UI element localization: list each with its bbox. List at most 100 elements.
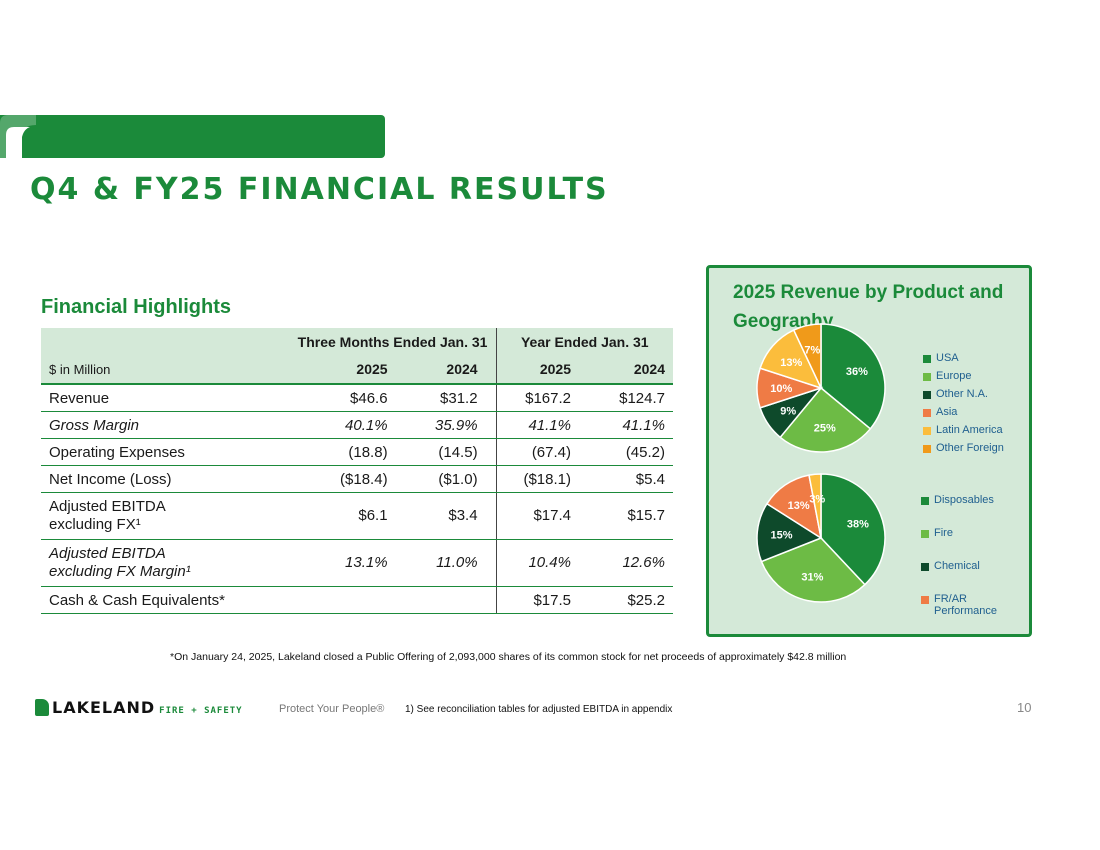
- legend-label: USA: [936, 352, 959, 364]
- legend-label: Other N.A.: [936, 388, 988, 400]
- table-cell: 41.1%: [579, 411, 673, 439]
- legend-swatch: [923, 391, 931, 399]
- table-cell: $15.7: [579, 492, 673, 540]
- row-label: Net Income (Loss): [41, 465, 290, 493]
- pie-slice-label: 9%: [780, 405, 796, 417]
- legend-entry: Disposables: [921, 494, 1004, 506]
- table-cell: $6.1: [289, 492, 396, 540]
- tagline: Protect Your People®: [279, 703, 385, 715]
- pie-slice-label: 31%: [801, 572, 823, 584]
- table-cell: [289, 586, 396, 614]
- table-cell: 40.1%: [289, 411, 396, 439]
- pie-slice-label: 13%: [780, 357, 802, 369]
- table-row: Adjusted EBITDA excluding FX¹ $6.1 $3.4 …: [41, 492, 673, 540]
- row-label-line: excluding FX Margin¹: [49, 563, 191, 580]
- group-header-year: Year Ended Jan. 31: [495, 328, 673, 355]
- row-label-line: Adjusted EBITDA: [49, 498, 166, 515]
- legend-label: Other Foreign: [936, 442, 1004, 454]
- legend-swatch: [923, 373, 931, 381]
- legend-swatch: [921, 596, 929, 604]
- legend-swatch: [923, 355, 931, 363]
- table-cell: $17.4: [495, 492, 579, 540]
- legend-swatch: [921, 563, 929, 571]
- legend-label: Chemical: [934, 560, 980, 572]
- table-row: Operating Expenses (18.8) (14.5) (67.4) …: [41, 438, 673, 466]
- legend-swatch: [923, 445, 931, 453]
- row-label-line: excluding FX¹: [49, 516, 141, 533]
- pie-slice-label: 38%: [847, 518, 869, 530]
- legend-label: FR/AR Performance: [934, 593, 997, 617]
- table-cell: 35.9%: [395, 411, 497, 439]
- table-cell: (18.8): [289, 438, 396, 466]
- legend-entry: Latin America: [923, 424, 1004, 436]
- pie-slice: [779, 386, 872, 453]
- table-cell: $3.4: [395, 492, 497, 540]
- table-cell: $167.2: [495, 384, 579, 412]
- slide-title: Q4 & FY25 FINANCIAL RESULTS: [30, 172, 609, 207]
- row-label: Adjusted EBITDA excluding FX¹: [41, 492, 290, 540]
- year-header: 2024: [579, 355, 673, 385]
- row-label: Cash & Cash Equivalents*: [41, 586, 290, 614]
- legend-label: Disposables: [934, 494, 994, 506]
- header-accent-bar: [0, 115, 385, 158]
- legend-label: Fire: [934, 527, 953, 539]
- legend-entry: Asia: [923, 406, 1004, 418]
- table-cell: $25.2: [579, 586, 673, 614]
- pie-slice-label: 36%: [846, 366, 868, 378]
- table-cell: 41.1%: [495, 411, 579, 439]
- table-cell: 10.4%: [495, 539, 579, 587]
- row-label: Operating Expenses: [41, 438, 290, 466]
- year-header: 2025: [495, 355, 579, 385]
- reconciliation-note: 1) See reconciliation tables for adjuste…: [405, 704, 673, 715]
- group-header-three-months: Three Months Ended Jan. 31: [289, 328, 497, 355]
- legend-entry: Europe: [923, 370, 1004, 382]
- table-cell: ($18.1): [495, 465, 579, 493]
- leaf-notch-icon: [0, 115, 36, 158]
- legend-swatch: [921, 530, 929, 538]
- table-row: Gross Margin 40.1% 35.9% 41.1% 41.1%: [41, 411, 673, 439]
- table-cell: [395, 586, 497, 614]
- legend-entry: Other N.A.: [923, 388, 1004, 400]
- pie-slice: [820, 323, 886, 430]
- legend-swatch: [923, 427, 931, 435]
- section-title: Financial Highlights: [41, 296, 232, 318]
- pie-slice-label: 3%: [809, 493, 825, 505]
- table-row: Cash & Cash Equivalents* $17.5 $25.2: [41, 586, 673, 614]
- table-cell: $5.4: [579, 465, 673, 493]
- pie-slice: [792, 323, 822, 389]
- revenue-pie-charts: 36%25%9%10%13%7%38%31%15%13%3%: [756, 323, 886, 603]
- legend-entry: Fire: [921, 527, 1004, 539]
- table-cell: 12.6%: [579, 539, 673, 587]
- table-cell: $17.5: [495, 586, 579, 614]
- offering-footnote: *On January 24, 2025, Lakeland closed a …: [170, 651, 847, 663]
- table-cell: $46.6: [289, 384, 396, 412]
- table-cell: 13.1%: [289, 539, 396, 587]
- row-label: Gross Margin: [41, 411, 290, 439]
- logo-leaf-icon: [35, 699, 49, 716]
- table-cell: $124.7: [579, 384, 673, 412]
- table-cell: ($18.4): [289, 465, 396, 493]
- table-year-header-row: $ in Million 2025 2024 2025 2024: [41, 355, 673, 385]
- pie-slice: [756, 502, 823, 563]
- legend-swatch: [921, 497, 929, 505]
- table-row: Adjusted EBITDA excluding FX Margin¹ 13.…: [41, 539, 673, 587]
- unit-label: $ in Million: [41, 355, 290, 385]
- pie-slice-label: 10%: [770, 383, 792, 395]
- legend-entry: Chemical: [921, 560, 1004, 572]
- table-cell: $31.2: [395, 384, 497, 412]
- legend-label: Europe: [936, 370, 972, 382]
- company-logo: LAKELAND FIRE + SAFETY: [35, 698, 243, 717]
- legend-label: Asia: [936, 406, 958, 418]
- pie-slice-label: 15%: [770, 529, 792, 541]
- row-label-line: Adjusted EBITDA: [49, 545, 166, 562]
- table-cell: ($1.0): [395, 465, 497, 493]
- legend-swatch: [923, 409, 931, 417]
- pie-slice: [820, 473, 886, 586]
- revenue-breakdown-panel: 2025 Revenue by Product and Geography 36…: [706, 265, 1032, 637]
- table-row: Revenue $46.6 $31.2 $167.2 $124.7: [41, 384, 673, 412]
- legend-label: Latin America: [936, 424, 1003, 436]
- logo-subtext: FIRE + SAFETY: [159, 705, 243, 716]
- table-row: Net Income (Loss) ($18.4) ($1.0) ($18.1)…: [41, 465, 673, 493]
- table-group-header-row: Three Months Ended Jan. 31 Year Ended Ja…: [41, 328, 673, 355]
- financial-highlights-table: Three Months Ended Jan. 31 Year Ended Ja…: [41, 328, 673, 614]
